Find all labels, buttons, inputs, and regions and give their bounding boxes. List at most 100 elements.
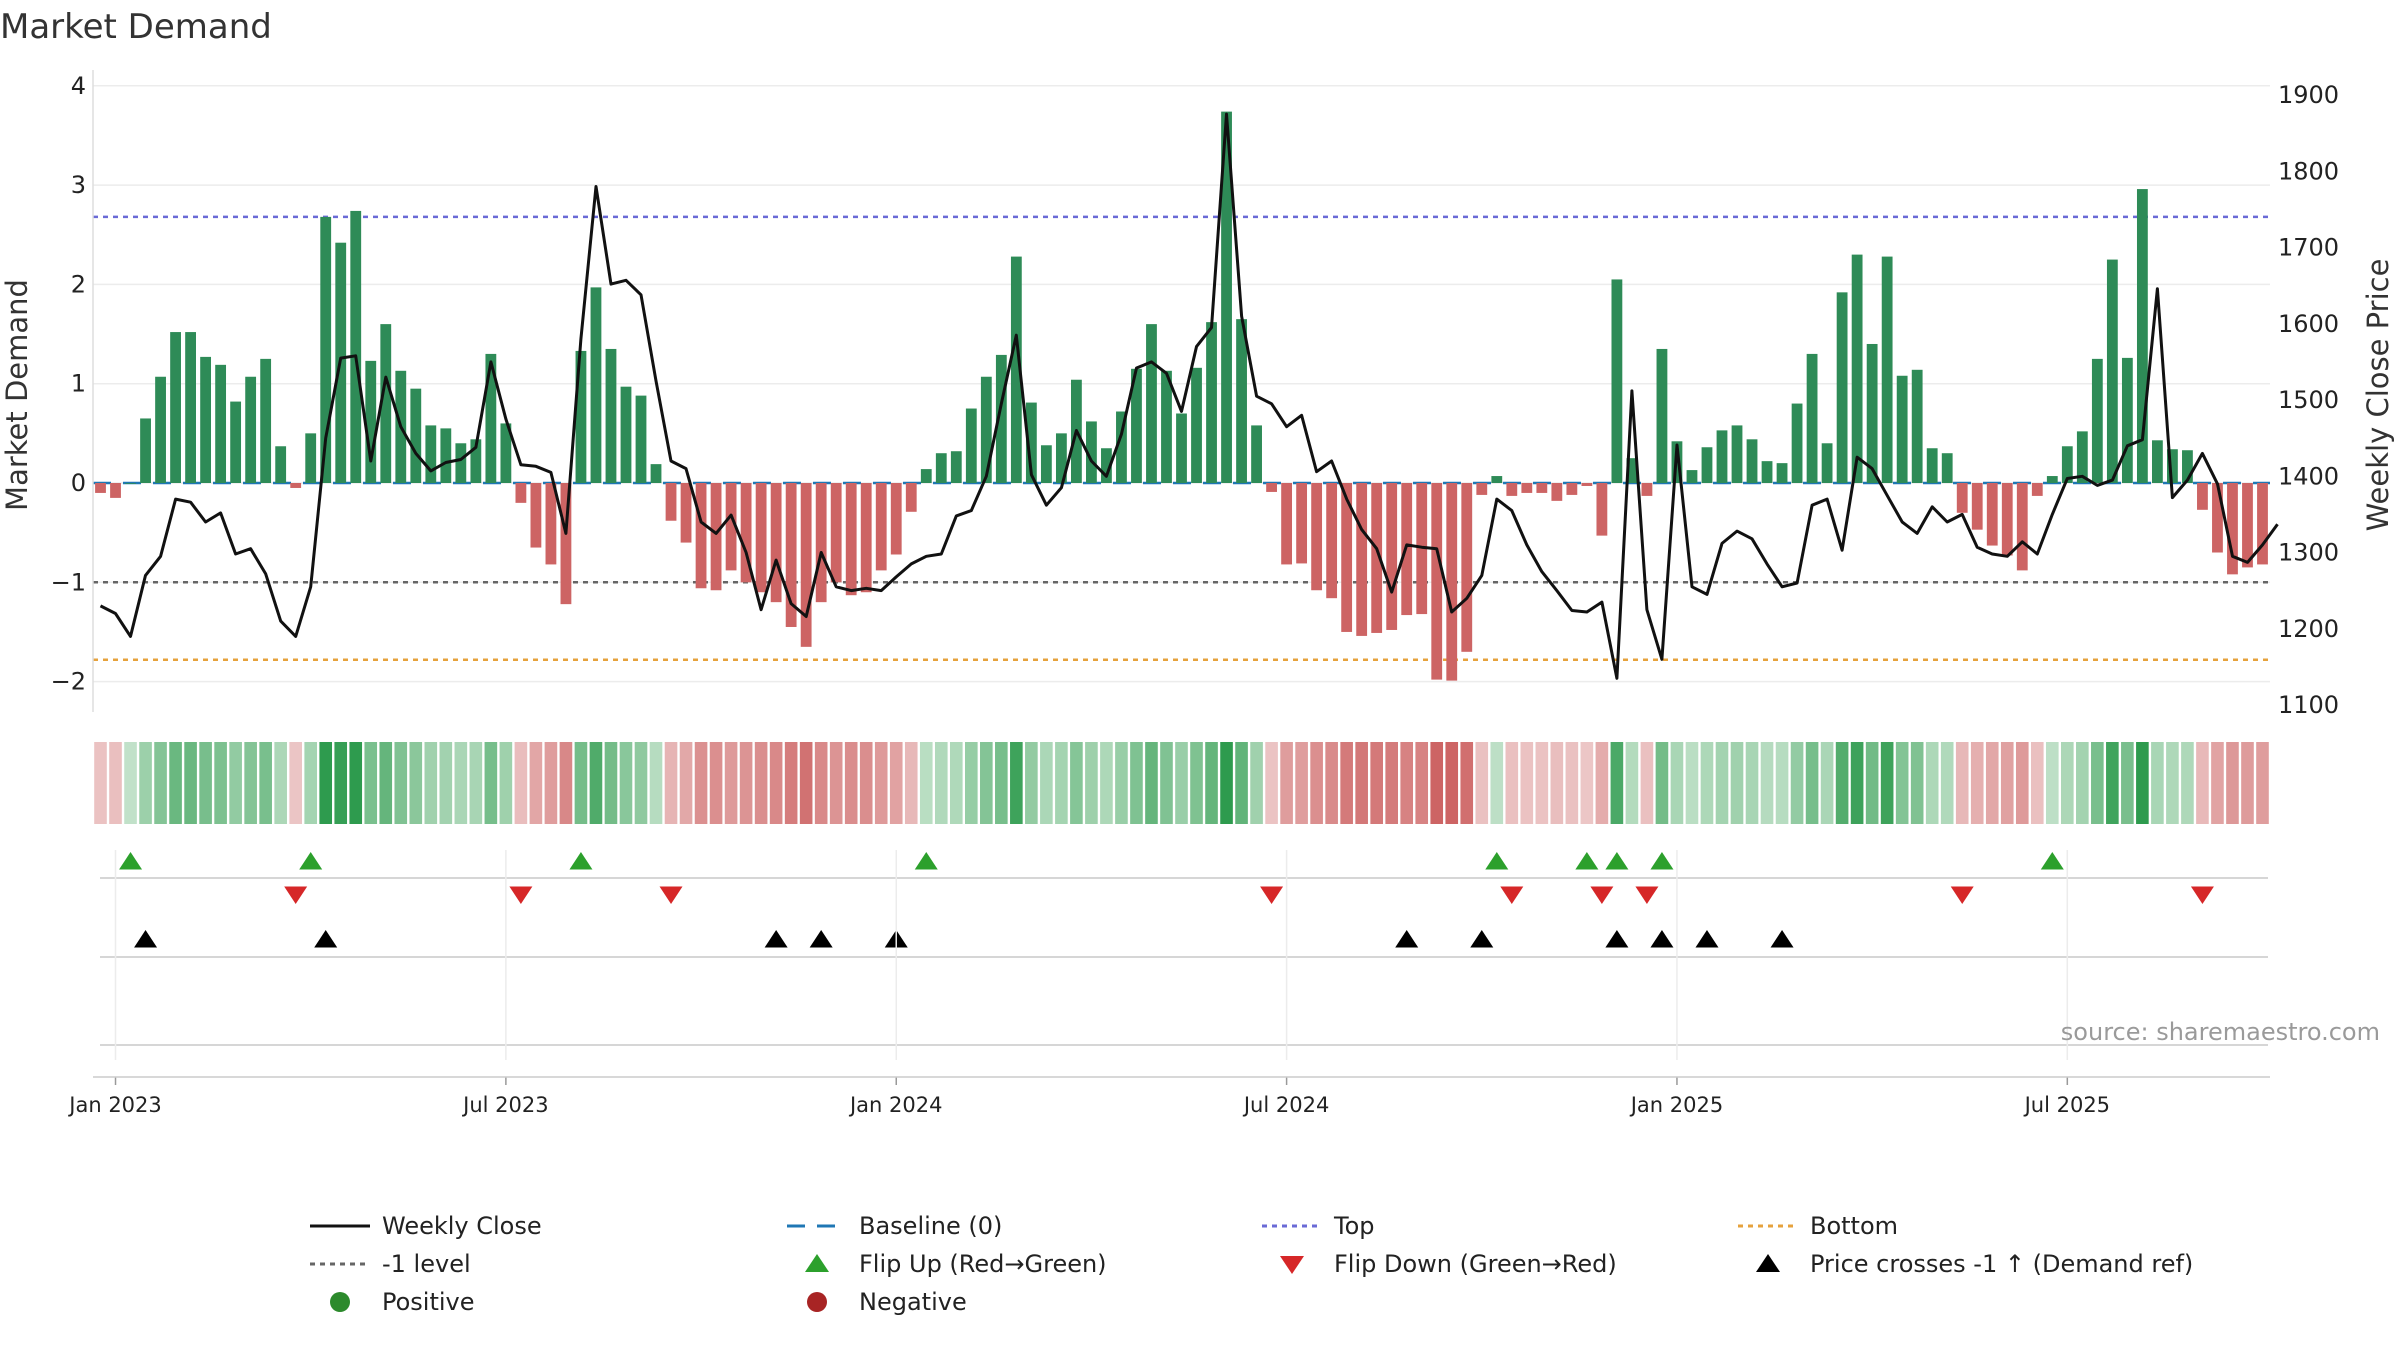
heat-cell	[169, 742, 182, 824]
demand-bar	[1266, 483, 1277, 492]
legend-label: Top	[1333, 1212, 1375, 1240]
heat-cell	[214, 742, 227, 824]
demand-bar	[1536, 483, 1548, 493]
legend-label: Bottom	[1810, 1212, 1898, 1240]
demand-bar	[1116, 411, 1127, 483]
left-axis-label: Market Demand	[0, 279, 34, 511]
demand-bar	[665, 483, 677, 521]
heat-cell	[334, 742, 348, 824]
heat-cell	[814, 742, 828, 824]
heat-cell	[859, 742, 873, 824]
demand-bar	[2212, 483, 2223, 553]
left-tick-label: 0	[71, 469, 86, 497]
heat-cell	[949, 742, 963, 824]
demand-bar	[815, 483, 827, 603]
demand-bar	[845, 483, 857, 596]
heat-cell	[259, 742, 272, 824]
demand-bar	[875, 483, 887, 571]
demand-bar	[1686, 470, 1698, 483]
weekly-close-line	[99, 112, 2279, 680]
demand-bar	[800, 483, 812, 647]
heat-cell	[229, 742, 242, 824]
demand-bar	[1866, 343, 1878, 483]
demand-bar	[1311, 483, 1323, 591]
demand-bar	[215, 364, 227, 483]
heat-cell	[1760, 742, 1774, 824]
left-tick-label: −1	[51, 568, 86, 596]
heat-cell	[1715, 742, 1729, 824]
demand-bar	[605, 348, 617, 483]
flip-up-marker	[119, 852, 143, 870]
heat-cell	[634, 742, 648, 824]
demand-bar	[1776, 463, 1788, 483]
heat-cell	[1400, 742, 1414, 824]
legend-label: Positive	[382, 1288, 475, 1316]
demand-bar	[2121, 357, 2133, 483]
heat-cell	[1970, 742, 1984, 824]
demand-bar	[110, 483, 121, 498]
demand-bar	[2091, 358, 2103, 483]
legend: Weekly Close Baseline (0) Top Bottom -1 leve…	[310, 1212, 2193, 1316]
demand-bar	[545, 483, 557, 565]
right-tick-label: 1200	[2278, 615, 2339, 643]
flip-up-marker	[1605, 852, 1629, 870]
demand-bar	[2076, 431, 2088, 483]
heat-cell	[769, 742, 783, 824]
heat-cell	[2121, 742, 2134, 824]
weekly-close-series	[99, 112, 2279, 680]
demand-bar	[260, 358, 272, 483]
heat-cell	[1700, 742, 1714, 824]
heat-cell	[1925, 742, 1939, 824]
heat-cell	[1430, 742, 1444, 824]
demand-bar	[1131, 368, 1142, 483]
demand-bar	[2061, 446, 2073, 483]
heat-cell	[244, 742, 257, 824]
event-marker-rows	[100, 852, 2268, 1046]
legend-item-bottom: Bottom	[1738, 1212, 1898, 1240]
right-tick-label: 1400	[2278, 462, 2339, 490]
heat-cell	[184, 742, 197, 824]
heat-cell	[1370, 742, 1383, 824]
heat-cell	[2166, 742, 2179, 824]
demand-bar	[860, 483, 872, 593]
right-tick-label: 1900	[2278, 81, 2339, 109]
heat-cell	[1115, 742, 1128, 824]
right-tick-label: 1500	[2278, 386, 2339, 414]
demand-bar	[1326, 483, 1338, 599]
heat-cell	[1355, 742, 1368, 824]
heat-cell	[394, 742, 408, 824]
heat-cell	[349, 742, 363, 824]
heat-cell	[199, 742, 212, 824]
left-tick-label: 3	[71, 171, 86, 199]
heat-cell	[1535, 742, 1549, 824]
heat-cell	[980, 742, 993, 824]
heat-cell	[1220, 742, 1233, 824]
legend-item-cross-marker: Price crosses -1 ↑ (Demand ref)	[1756, 1250, 2193, 1278]
heat-cell	[1775, 742, 1789, 824]
price-cross-marker	[1395, 930, 1419, 948]
demand-bar	[740, 483, 752, 583]
demand-bar	[1851, 254, 1863, 483]
heat-cell	[154, 742, 167, 824]
flip-down-marker	[1635, 886, 1659, 904]
demand-bar	[1371, 483, 1383, 633]
demand-bar	[2242, 483, 2253, 568]
flip-up-marker	[1650, 852, 1674, 870]
right-tick-label: 1300	[2278, 539, 2339, 567]
demand-bar	[1941, 453, 1953, 483]
left-tick-label: 2	[71, 270, 86, 298]
heat-cell	[529, 742, 543, 824]
demand-bar	[1716, 430, 1728, 483]
right-tick-label: 1100	[2278, 691, 2339, 719]
x-axis-ticks: Jan 2023 Jul 2023 Jan 2024 Jul 2024 Jan 2025…	[67, 850, 2270, 1117]
demand-bar	[635, 395, 647, 483]
demand-bar	[755, 483, 767, 593]
heat-cell	[1145, 742, 1158, 824]
heat-cell	[1940, 742, 1954, 824]
demand-bar	[1341, 483, 1353, 632]
flip-down-marker	[1950, 886, 1974, 904]
demand-bar	[1731, 425, 1743, 483]
demand-bar	[515, 483, 527, 503]
demand-bar	[995, 354, 1007, 483]
demand-bar	[230, 401, 242, 483]
